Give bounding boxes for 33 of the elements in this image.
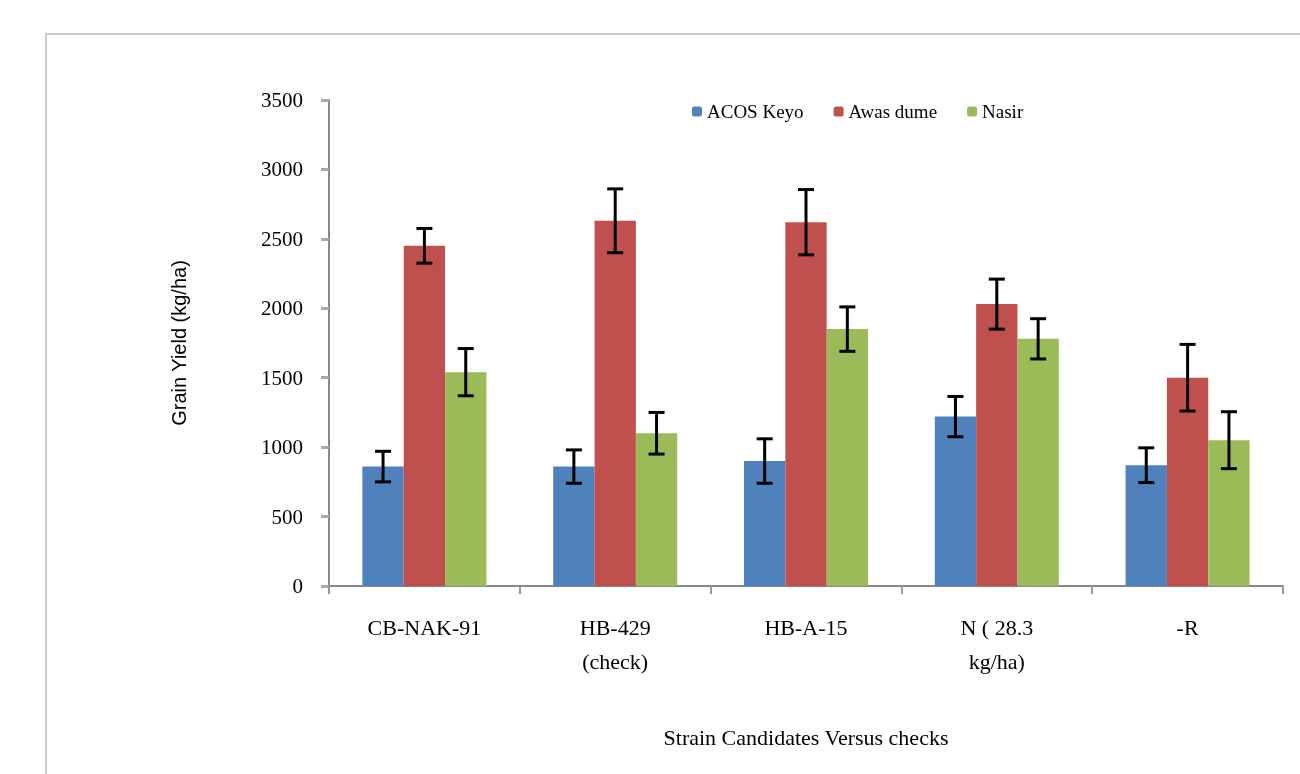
bar [934, 416, 977, 586]
bar [403, 245, 446, 586]
x-tick-label: CB-NAK-91 [367, 614, 482, 640]
bar [362, 466, 404, 586]
x-tick-label: N ( 28.3 kg/ha) [960, 614, 1034, 674]
bar [635, 433, 678, 586]
y-tick-label: 3500 [261, 88, 303, 112]
bar [743, 461, 786, 586]
x-tick-label: -R [1176, 614, 1199, 640]
y-tick-label: 1500 [261, 365, 303, 390]
y-tick-label: 2000 [261, 296, 303, 321]
x-axis-title: Strain Candidates Versus checks [663, 724, 949, 750]
y-tick-label: 0 [292, 574, 303, 598]
legend-label: Awas dume [848, 101, 938, 122]
bar [976, 304, 1018, 586]
bar [785, 222, 827, 586]
bar [594, 220, 636, 586]
x-tick-label: HB-429 (check) [579, 614, 651, 674]
y-tick-label: 2500 [261, 226, 303, 251]
bar [1166, 377, 1209, 586]
bar [553, 466, 595, 586]
legend-label: ACOS Keyo [707, 101, 804, 122]
x-tick-label: HB-A-15 [764, 614, 848, 640]
bar [1125, 465, 1167, 586]
bar [826, 329, 869, 586]
y-tick-label: 3000 [261, 157, 303, 182]
bar [1208, 440, 1250, 586]
bar [445, 372, 487, 586]
legend-label: Nasir [982, 101, 1024, 122]
y-tick-label: 500 [271, 504, 303, 529]
bar [1017, 338, 1059, 586]
y-tick-label: 1000 [261, 435, 303, 460]
y-axis-title: Grain Yield (kg/ha) [168, 260, 190, 426]
